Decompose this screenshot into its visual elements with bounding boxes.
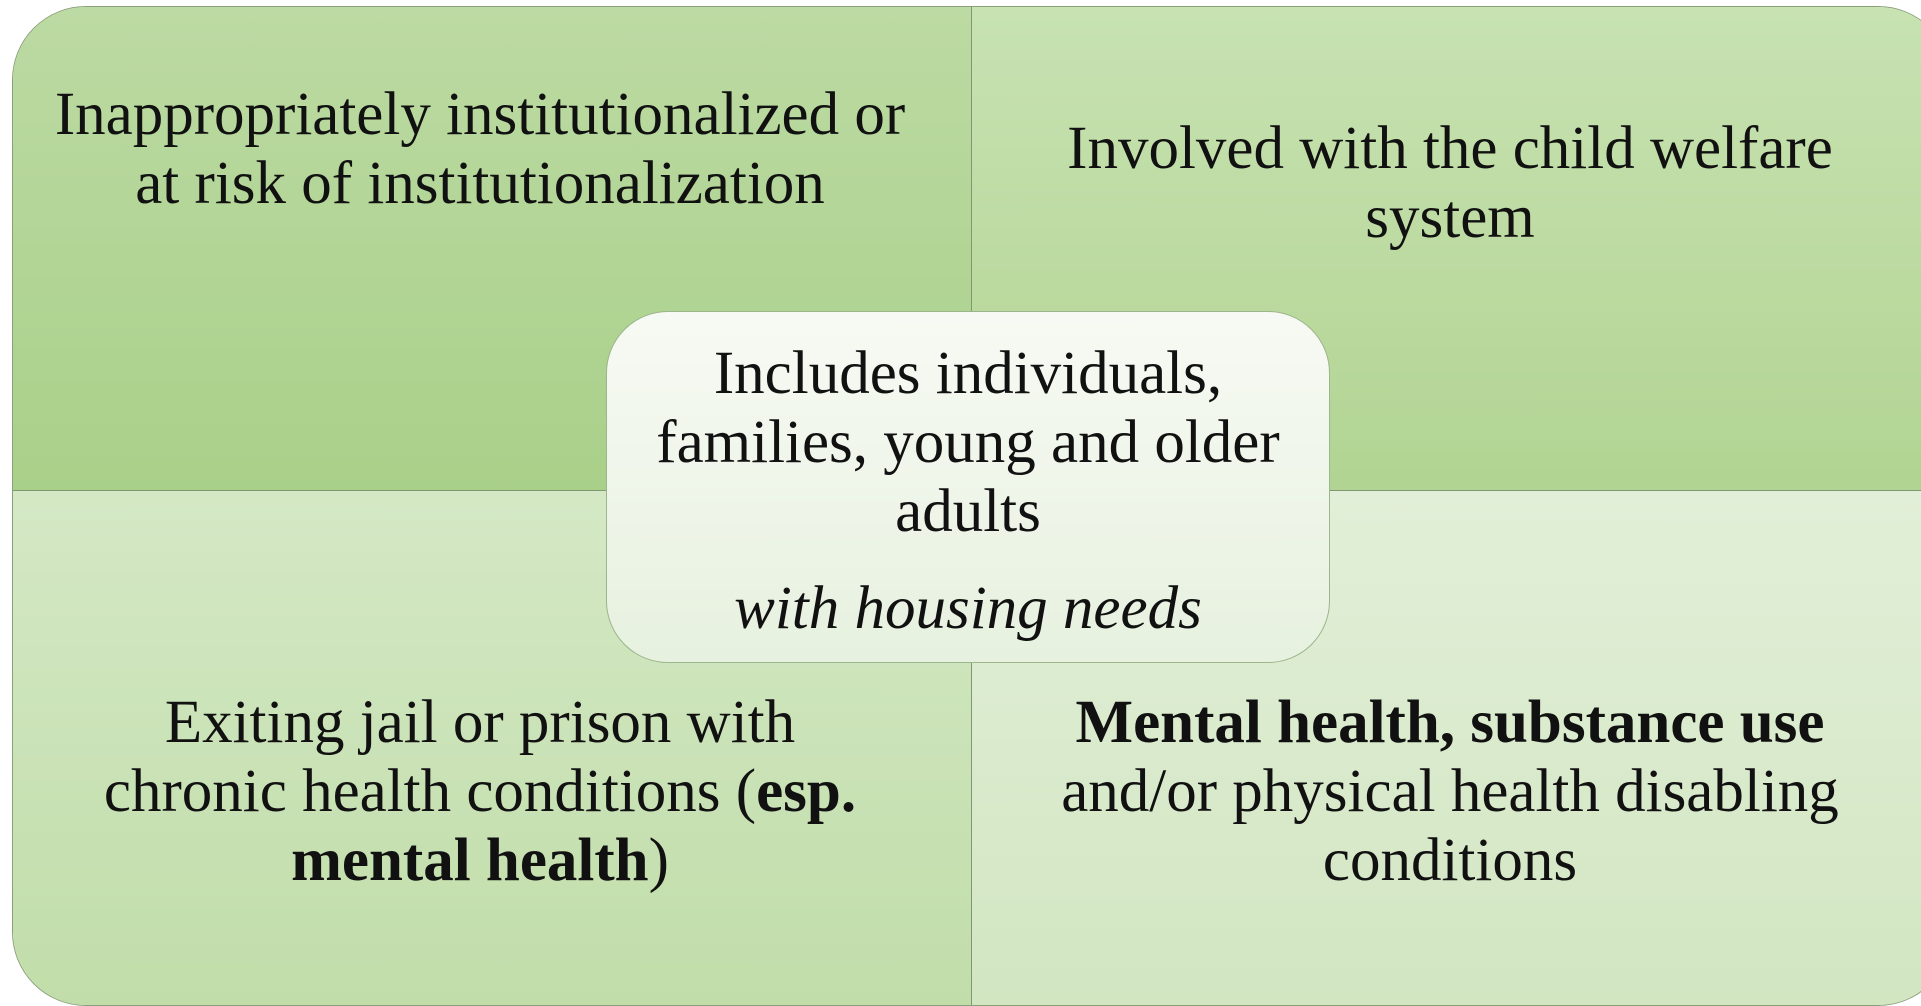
bold-run: esp. mental health (291, 758, 857, 894)
text-run: and/or physical health disabling conditi… (1061, 758, 1839, 894)
quadrant-text: Involved with the child welfare system (1067, 115, 1833, 251)
center-emphasis: with housing needs (734, 575, 1202, 642)
quadrant-text: Mental health, substance use and/or phys… (1020, 688, 1880, 895)
center-box: Includes individuals, families, young an… (606, 311, 1330, 663)
bold-run: Mental health, substance use (1075, 689, 1825, 756)
text-run: ) (648, 827, 669, 894)
center-text: Includes individuals, families, young an… (656, 340, 1280, 545)
text-run: Exiting jail or prison with chronic heal… (103, 689, 796, 825)
page: Inappropriately institutionalized or at … (12, 6, 1921, 1006)
quadrant-text: Exiting jail or prison with chronic heal… (80, 688, 880, 895)
quadrant-text: Inappropriately institutionalized or at … (54, 81, 906, 217)
